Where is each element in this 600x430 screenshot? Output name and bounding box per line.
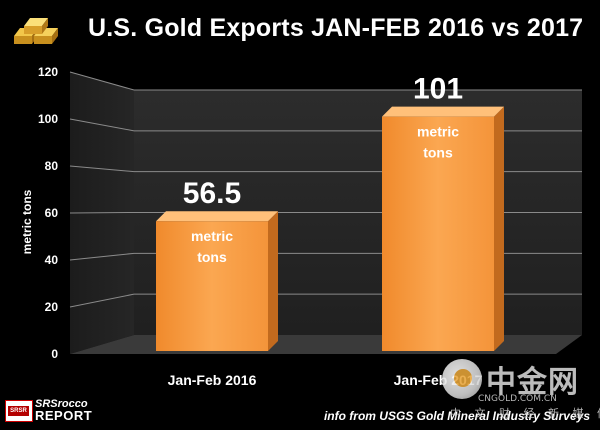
data-label: 56.5 (183, 177, 241, 210)
y-tick-label: 0 (51, 347, 58, 361)
logo-line2: REPORT (35, 408, 93, 423)
bar-side (494, 106, 504, 352)
source-note: info from USGS Gold Mineral Industry Sur… (323, 409, 590, 423)
watermark-main: 中金网 (486, 365, 579, 400)
y-tick-label: 60 (45, 206, 59, 220)
bar-top (382, 106, 504, 117)
gold-bars-icon (14, 18, 58, 44)
y-tick-label: 40 (45, 253, 59, 267)
logo-badge-text: SRSR (8, 406, 29, 416)
logo-line1: SRSrocco (35, 398, 88, 410)
y-tick-label: 100 (38, 112, 58, 126)
bar-unit-label: metric (191, 228, 233, 244)
chart-title: U.S. Gold Exports JAN-FEB 2016 vs 2017 (88, 14, 584, 42)
data-label: 101 (413, 73, 463, 106)
y-axis-label: metric tons (20, 189, 34, 254)
watermark-url: CNGOLD.COM.CN (478, 394, 557, 404)
bar-top (156, 211, 278, 222)
gridline-side (69, 252, 135, 261)
y-tick-label: 20 (45, 300, 59, 314)
cngold-logo-icon (442, 359, 482, 399)
watermark-sub: 中 文 财 经 新 媒 体 (450, 407, 600, 420)
srsrocco-report-logo: SRSR SRSrocco REPORT (5, 398, 117, 424)
bar (156, 221, 268, 351)
cngold-watermark: 中金网 CNGOLD.COM.CN 中 文 财 经 新 媒 体 (438, 355, 600, 425)
bar (382, 116, 494, 352)
gridline-side (69, 71, 135, 91)
chart-floor (70, 335, 582, 354)
bar-side (268, 211, 278, 351)
logo-badge: SRSR (5, 400, 33, 422)
gridline-side (69, 293, 135, 308)
gridline-side (69, 118, 135, 132)
y-tick-label: 120 (38, 65, 58, 79)
bar-unit-label: tons (423, 145, 453, 161)
gridline-side (69, 212, 135, 214)
y-tick-label: 80 (45, 159, 59, 173)
gridline-side (69, 165, 135, 173)
x-tick-label: Jan-Feb 2016 (168, 372, 257, 388)
bar-unit-label: tons (197, 249, 227, 265)
bar-unit-label: metric (417, 124, 459, 140)
